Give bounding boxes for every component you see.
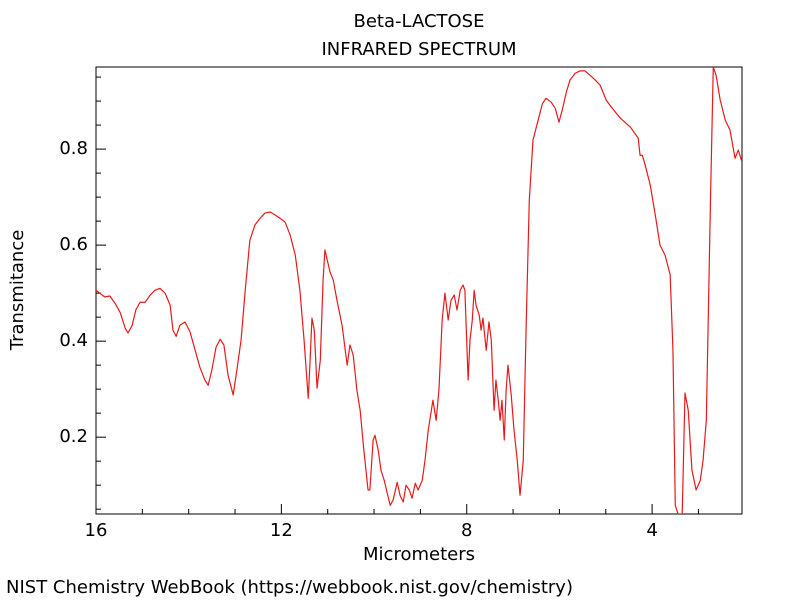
spectrum-line bbox=[96, 67, 742, 514]
footer: NIST Chemistry WebBook (https://webbook.… bbox=[6, 577, 573, 598]
x-tick-label: 12 bbox=[270, 520, 293, 541]
plot-frame bbox=[95, 66, 743, 515]
y-tick-label: 0.2 bbox=[59, 426, 88, 447]
y-tick-label: 0.8 bbox=[59, 138, 88, 159]
x-tick-label: 8 bbox=[461, 520, 472, 541]
x-tick-label: 16 bbox=[85, 520, 108, 541]
x-axis-label: Micrometers bbox=[363, 544, 475, 565]
y-axis-label: Transmitance bbox=[7, 230, 28, 352]
y-tick-label: 0.4 bbox=[59, 330, 88, 351]
chart-subtitle: INFRARED SPECTRUM bbox=[321, 39, 516, 60]
y-tick-label: 0.6 bbox=[59, 234, 88, 255]
chart-title: Beta-LACTOSE bbox=[354, 11, 485, 32]
x-tick-label: 4 bbox=[646, 520, 657, 541]
